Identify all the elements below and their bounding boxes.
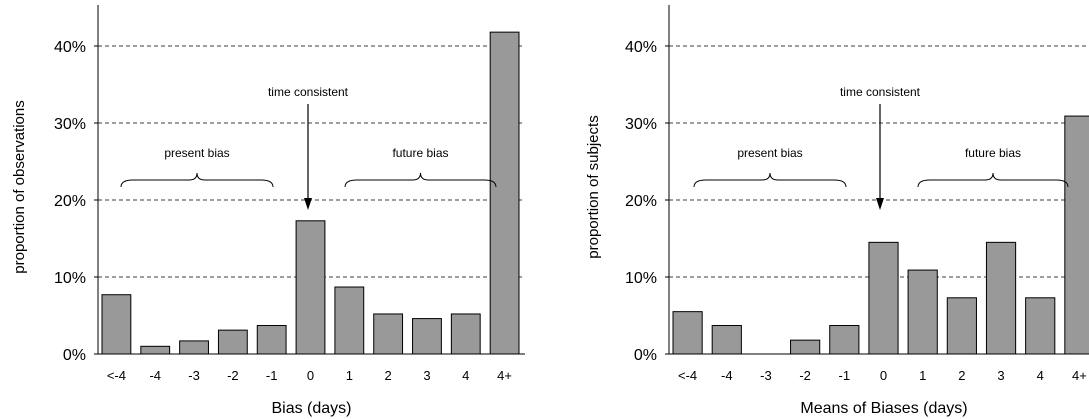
x-axis-title: Bias (days) [271, 400, 351, 417]
x-tick-label: 2 [958, 368, 965, 383]
y-tick-label: 20% [54, 193, 86, 210]
y-tick-label: 0% [634, 347, 657, 364]
y-tick-label: 30% [54, 116, 86, 133]
bar-0 [295, 220, 326, 355]
x-tick-label: <-4 [107, 368, 126, 383]
present-bias-label: present bias [164, 146, 229, 160]
x-tick-label: 3 [997, 368, 1004, 383]
x-tick-label: -2 [227, 368, 239, 383]
x-tick-label: 3 [423, 368, 430, 383]
y-tick-label: 20% [625, 193, 657, 210]
bar-1 [907, 269, 938, 355]
future-bias-label: future bias [965, 146, 1021, 160]
time-consistent-label: time consistent [840, 85, 921, 99]
y-tick-label: 30% [625, 116, 657, 133]
x-tick-label: -2 [799, 368, 811, 383]
x-tick-label: 0 [880, 368, 887, 383]
x-tick-label: 0 [307, 368, 314, 383]
present-bias-label: present bias [737, 146, 802, 160]
bar-4+ [1064, 115, 1089, 355]
time-consistent-label: time consistent [268, 85, 349, 99]
x-tick-label: 1 [346, 368, 353, 383]
x-tick-label: -1 [839, 368, 851, 383]
x-tick-label: -1 [266, 368, 278, 383]
bar-2 [946, 297, 977, 355]
bar--4 [140, 345, 171, 355]
bar-3 [985, 241, 1017, 355]
x-tick-label: -4 [149, 368, 161, 383]
bar--2 [217, 329, 248, 355]
arrow-head [304, 198, 312, 210]
y-tick-label: 10% [54, 270, 86, 287]
x-tick-label: 2 [385, 368, 392, 383]
y-axis-title: proportion of observations [11, 100, 28, 273]
future-bias-label: future bias [392, 146, 448, 160]
bar-4 [1025, 297, 1056, 355]
bar-<-4 [672, 311, 703, 355]
y-axis-title: proportion of subjects [585, 115, 602, 258]
bar-1 [334, 286, 365, 355]
x-tick-label: <-4 [678, 368, 697, 383]
bar-4 [450, 313, 481, 355]
bar--4 [711, 325, 742, 355]
x-tick-label: 1 [919, 368, 926, 383]
bar-<-4 [101, 294, 132, 355]
x-tick-label: 4+ [1072, 368, 1087, 383]
x-tick-label: -3 [760, 368, 772, 383]
subjects-bias-chart: 0% 10% 20% 30% 40% <-4 -4 -3 -2 -1 0 1 2 3 4 4+ Means of… [585, 5, 1089, 417]
bar--1 [256, 325, 287, 355]
observations-bias-chart: 0% 10% 20% 30% 40% <-4 -4 -3 -2 -1 0 1 2 3 4 4+ Bias (da… [11, 5, 525, 417]
x-tick-label: -3 [188, 368, 200, 383]
bar-3 [412, 318, 442, 355]
bar--1 [829, 325, 860, 355]
future-bias-brace [344, 172, 497, 188]
bar--2 [790, 339, 821, 355]
y-tick-label: 40% [625, 39, 657, 56]
arrow-head [876, 198, 884, 210]
x-tick-label: -4 [721, 368, 733, 383]
x-tick-label: 4 [462, 368, 469, 383]
bar-4+ [489, 31, 520, 355]
x-tick-label: 4+ [497, 368, 512, 383]
bar-2 [373, 313, 404, 355]
y-tick-label: 10% [625, 270, 657, 287]
x-tick-label: 4 [1037, 368, 1044, 383]
bar--3 [179, 340, 209, 355]
bar-0 [868, 241, 899, 355]
present-bias-brace [693, 172, 847, 188]
y-tick-label: 0% [63, 347, 86, 364]
future-bias-brace [917, 172, 1069, 188]
y-tick-label: 40% [54, 39, 86, 56]
present-bias-brace [120, 172, 274, 188]
x-axis-title: Means of Biases (days) [800, 400, 967, 417]
